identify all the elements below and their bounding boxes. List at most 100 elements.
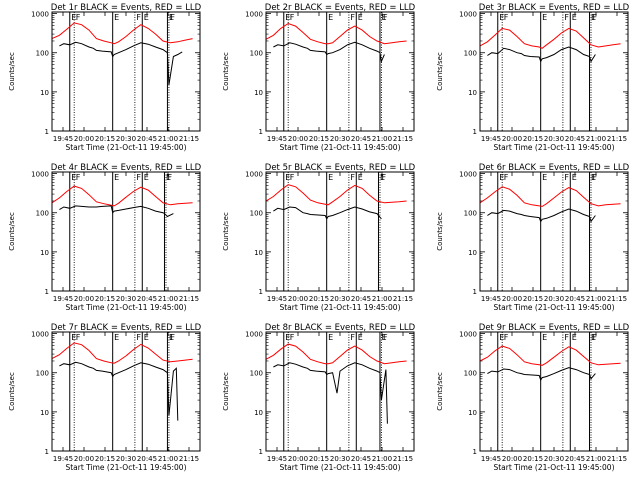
event-marker-label: F	[136, 173, 141, 182]
y-axis-label: Counts/sec	[8, 52, 16, 91]
y-axis-label: Counts/sec	[222, 372, 230, 411]
event-marker-label: E	[542, 333, 547, 342]
x-tick-label: 20:45	[565, 455, 585, 463]
x-tick-label: 20:45	[565, 295, 585, 303]
chart-title: Det 8r BLACK = Events, RED = LLD	[265, 323, 416, 333]
x-tick-label: 19:45	[53, 455, 73, 463]
y-axis-label: Counts/sec	[436, 52, 444, 91]
series-line-lld	[479, 186, 621, 207]
chart-panel-6: Det 6r BLACK = Events, RED = LLD Counts/s…	[436, 163, 630, 312]
y-tick-label: 1	[259, 128, 263, 136]
x-axis-label: Start Time (21-Oct-11 19:45:00)	[65, 303, 186, 312]
x-tick-label: 20:30	[544, 295, 564, 303]
y-tick-label: 100	[250, 210, 263, 218]
x-axis-label: Start Time (21-Oct-11 19:45:00)	[279, 143, 400, 152]
y-tick-label: 1000	[31, 11, 49, 19]
x-tick-label: 21:15	[393, 295, 413, 303]
chart-title: Det 9r BLACK = Events, RED = LLD	[479, 323, 630, 333]
y-tick-label: 10	[468, 409, 477, 417]
y-tick-label: 1	[259, 448, 263, 456]
y-tick-label: 1000	[459, 331, 477, 339]
x-tick-label: 20:30	[116, 295, 136, 303]
y-axis-label: Counts/sec	[8, 212, 16, 251]
x-tick-label: 20:30	[330, 295, 350, 303]
x-tick-label: 20:00	[288, 295, 308, 303]
x-axis-label: Start Time (21-Oct-11 19:45:00)	[279, 303, 400, 312]
y-tick-label: 10	[254, 89, 263, 97]
event-marker-label: E	[169, 13, 174, 22]
event-marker-label: E	[542, 173, 547, 182]
x-tick-label: 19:45	[267, 455, 287, 463]
x-tick-label: 20:00	[74, 455, 94, 463]
x-tick-label: 21:00	[372, 455, 392, 463]
event-marker-label: F	[136, 13, 141, 22]
x-tick-label: 20:00	[288, 455, 308, 463]
event-marker-label: F	[383, 333, 388, 342]
series-line-events	[487, 46, 596, 63]
event-marker-label: F	[564, 13, 569, 22]
chart-panel-3: Det 3r BLACK = Events, RED = LLD Counts/s…	[436, 3, 630, 152]
series-line-events	[59, 205, 174, 218]
series-line-lld	[479, 345, 621, 366]
x-tick-label: 20:30	[330, 455, 350, 463]
x-axis-label: Start Time (21-Oct-11 19:45:00)	[65, 143, 186, 152]
event-marker-label: F	[383, 13, 388, 22]
chart-panel-4: Det 4r BLACK = Events, RED = LLD Counts/s…	[8, 163, 202, 312]
event-marker-label: E	[144, 333, 149, 342]
chart-title: Det 1r BLACK = Events, RED = LLD	[51, 3, 202, 13]
x-tick-label: 20:15	[95, 295, 115, 303]
y-tick-label: 1	[45, 128, 49, 136]
x-tick-label: 19:45	[267, 295, 287, 303]
x-tick-label: 19:45	[481, 135, 501, 143]
x-tick-label: 20:45	[137, 135, 157, 143]
y-tick-label: 100	[464, 370, 477, 378]
x-tick-label: 20:00	[502, 295, 522, 303]
x-tick-label: 21:00	[586, 295, 606, 303]
event-marker-label: F	[593, 173, 598, 182]
y-tick-label: 10	[40, 89, 49, 97]
event-marker-label: E	[328, 173, 333, 182]
x-tick-label: 20:15	[309, 295, 329, 303]
x-tick-label: 20:00	[74, 135, 94, 143]
event-marker-label: E	[114, 333, 119, 342]
x-tick-label: 21:15	[607, 295, 627, 303]
y-tick-label: 100	[464, 210, 477, 218]
event-marker-label: F	[504, 173, 509, 182]
event-marker-label: F	[290, 173, 295, 182]
y-tick-label: 1000	[459, 171, 477, 179]
y-axis-label: Counts/sec	[436, 212, 444, 251]
y-tick-label: 100	[464, 50, 477, 58]
x-tick-label: 20:30	[544, 135, 564, 143]
series-line-events	[59, 41, 183, 86]
x-tick-label: 19:45	[53, 295, 73, 303]
y-axis-label: Counts/sec	[222, 212, 230, 251]
plot-frame	[265, 331, 415, 452]
event-marker-label: E	[381, 13, 386, 22]
y-tick-label: 10	[40, 409, 49, 417]
x-tick-label: 21:00	[372, 295, 392, 303]
x-axis-label: Start Time (21-Oct-11 19:45:00)	[279, 463, 400, 472]
x-tick-label: 20:15	[523, 135, 543, 143]
series-line-lld	[51, 185, 193, 207]
event-marker-label: F	[290, 333, 295, 342]
series-line-lld	[479, 27, 621, 49]
x-axis-label: Start Time (21-Oct-11 19:45:00)	[493, 143, 614, 152]
event-marker-label: E	[358, 173, 363, 182]
event-marker-label: F	[76, 333, 81, 342]
chart-panel-8: Det 8r BLACK = Events, RED = LLD Counts/s…	[222, 323, 416, 472]
y-tick-label: 100	[36, 210, 49, 218]
plot-frame	[51, 331, 201, 452]
x-axis-label: Start Time (21-Oct-11 19:45:00)	[65, 463, 186, 472]
x-tick-label: 21:00	[158, 135, 178, 143]
x-tick-label: 20:15	[309, 455, 329, 463]
chart-title: Det 4r BLACK = Events, RED = LLD	[51, 163, 202, 173]
plot-frame	[51, 171, 201, 292]
x-tick-label: 21:00	[372, 135, 392, 143]
y-tick-label: 10	[40, 249, 49, 257]
event-marker-label: E	[381, 333, 386, 342]
event-marker-label: F	[593, 13, 598, 22]
y-tick-label: 100	[250, 370, 263, 378]
series-line-lld	[265, 184, 407, 206]
x-tick-label: 20:30	[116, 135, 136, 143]
event-marker-label: F	[76, 13, 81, 22]
